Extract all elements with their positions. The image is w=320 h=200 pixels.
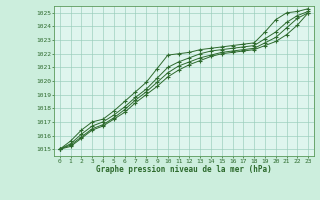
X-axis label: Graphe pression niveau de la mer (hPa): Graphe pression niveau de la mer (hPa) (96, 165, 272, 174)
